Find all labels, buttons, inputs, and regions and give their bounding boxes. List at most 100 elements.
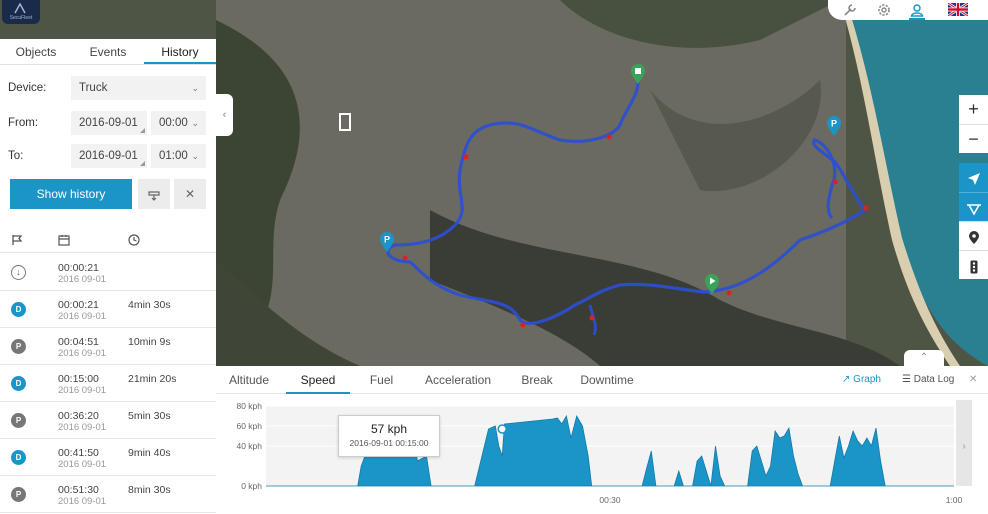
tab-speed[interactable]: Speed bbox=[286, 366, 350, 394]
close-icon: ✕ bbox=[969, 374, 978, 385]
device-select[interactable]: Truck ⌄ bbox=[71, 76, 206, 100]
row-time: 00:36:20 bbox=[58, 410, 99, 422]
history-list-header bbox=[0, 229, 216, 253]
zoom-in-button[interactable]: + bbox=[959, 95, 988, 124]
chevron-down-icon: ⌄ bbox=[191, 118, 199, 128]
device-row: Device: Truck ⌄ bbox=[0, 76, 216, 102]
history-row[interactable]: P 00:36:20 2016 09-01 5min 30s bbox=[0, 402, 216, 439]
row-time: 00:04:51 bbox=[58, 336, 99, 348]
history-row[interactable]: D 00:15:00 2016 09-01 21min 20s bbox=[0, 365, 216, 402]
data-log-label: Data Log bbox=[913, 374, 955, 385]
line-chart-icon: ↗ bbox=[842, 374, 851, 385]
to-label: To: bbox=[8, 150, 24, 162]
y-tick-label: 60 kph bbox=[236, 421, 262, 431]
row-duration: 10min 9s bbox=[128, 336, 171, 348]
parking-marker-icon[interactable]: P bbox=[379, 231, 395, 253]
logo-text: SecuFleet bbox=[9, 15, 33, 21]
logo-mark-icon bbox=[14, 3, 26, 14]
flag-icon bbox=[11, 234, 23, 249]
vehicle-marker[interactable] bbox=[339, 113, 351, 131]
graph-view-button[interactable]: ↗ Graph bbox=[842, 374, 881, 385]
collapse-graph-button[interactable]: ⌃ bbox=[904, 350, 944, 366]
to-time-value: 01:00 bbox=[159, 150, 188, 162]
list-icon: ☰ bbox=[902, 374, 911, 385]
parking-marker-icon[interactable]: P bbox=[826, 115, 842, 137]
chart-scroll-handle bbox=[956, 400, 972, 486]
to-time-select[interactable]: 01:00 ⌄ bbox=[151, 144, 206, 168]
from-time-value: 00:00 bbox=[159, 117, 188, 129]
tab-objects[interactable]: Objects bbox=[15, 45, 57, 59]
from-label: From: bbox=[8, 117, 39, 129]
from-time-select[interactable]: 00:00 ⌄ bbox=[151, 111, 206, 135]
row-duration: 5min 30s bbox=[128, 410, 171, 422]
chevron-left-icon: ‹ bbox=[222, 109, 227, 121]
download-icon bbox=[148, 191, 160, 201]
satellite-map[interactable]: P P bbox=[0, 0, 988, 366]
history-row[interactable]: D 00:41:50 2016 09-01 9min 40s bbox=[0, 439, 216, 476]
tab-events[interactable]: Events bbox=[89, 45, 127, 59]
tab-altitude[interactable]: Altitude bbox=[228, 373, 270, 387]
driving-badge: D bbox=[11, 376, 26, 391]
history-row[interactable]: ↓ 00:00:21 2016 09-01 bbox=[0, 254, 216, 291]
tab-downtime[interactable]: Downtime bbox=[580, 373, 634, 387]
show-markers-button[interactable] bbox=[959, 221, 988, 250]
map-pin-icon bbox=[968, 230, 979, 244]
show-history-button[interactable]: Show history bbox=[10, 179, 132, 209]
uk-flag-icon[interactable] bbox=[948, 3, 968, 16]
device-label: Device: bbox=[8, 82, 47, 94]
wrench-icon[interactable] bbox=[842, 2, 858, 18]
parking-badge: P bbox=[11, 413, 26, 428]
row-time: 00:00:21 bbox=[58, 262, 99, 274]
resize-corner-icon bbox=[140, 161, 145, 166]
graph-tabs: Altitude Speed Fuel Acceleration Break D… bbox=[216, 366, 988, 394]
close-graph-button[interactable]: ✕ bbox=[969, 374, 977, 385]
tab-break[interactable]: Break bbox=[521, 373, 553, 387]
graph-label: Graph bbox=[853, 374, 881, 385]
history-row[interactable]: P 00:51:30 2016 09-01 8min 30s bbox=[0, 476, 216, 513]
tooltip-value: 57 kph bbox=[370, 422, 408, 436]
clock-icon bbox=[128, 234, 140, 249]
top-bar: SecuFleet bbox=[0, 0, 988, 24]
user-icon[interactable] bbox=[909, 2, 925, 20]
top-right-toolbar bbox=[828, 0, 988, 20]
y-tick-label: 0 kph bbox=[241, 481, 262, 491]
resize-corner-icon bbox=[140, 128, 145, 133]
to-date-input[interactable]: 2016-09-01 bbox=[71, 144, 147, 168]
chevron-down-icon: ⌄ bbox=[191, 83, 199, 93]
chart-tooltip: 57 kph 2016-09-01 00:15:00 bbox=[338, 415, 440, 457]
from-date-input[interactable]: 2016-09-01 bbox=[71, 111, 147, 135]
data-log-button[interactable]: ☰ Data Log bbox=[902, 374, 954, 385]
gear-icon[interactable] bbox=[876, 2, 892, 18]
tab-history[interactable]: History bbox=[144, 39, 216, 64]
history-row[interactable]: D 00:00:21 2016 09-01 4min 30s bbox=[0, 291, 216, 328]
clear-button[interactable]: ✕ bbox=[174, 179, 206, 209]
svg-text:P: P bbox=[831, 119, 837, 129]
from-row: From: 2016-09-01 00:00 ⌄ bbox=[0, 111, 216, 137]
calendar-icon bbox=[58, 234, 70, 249]
app-logo[interactable]: SecuFleet bbox=[2, 0, 40, 24]
driving-badge: D bbox=[11, 302, 26, 317]
history-panel: Objects Events History Device: Truck ⌄ F… bbox=[0, 39, 216, 514]
row-date: 2016 09-01 bbox=[58, 274, 107, 285]
end-marker-icon[interactable] bbox=[630, 63, 646, 85]
to-row: To: 2016-09-01 01:00 ⌄ bbox=[0, 144, 216, 170]
tab-acceleration[interactable]: Acceleration bbox=[424, 373, 492, 387]
zoom-out-button[interactable]: − bbox=[959, 124, 988, 153]
y-tick-label: 80 kph bbox=[236, 401, 262, 411]
export-button[interactable] bbox=[138, 179, 170, 209]
from-date-value: 2016-09-01 bbox=[79, 117, 138, 129]
device-value: Truck bbox=[79, 82, 108, 94]
sidebar-tabs: Objects Events History bbox=[0, 39, 216, 65]
row-date: 2016 09-01 bbox=[58, 348, 107, 359]
row-date: 2016 09-01 bbox=[58, 496, 107, 507]
row-date: 2016 09-01 bbox=[58, 459, 107, 470]
start-marker-icon[interactable] bbox=[704, 273, 720, 295]
tab-fuel[interactable]: Fuel bbox=[369, 373, 394, 387]
follow-vehicle-button[interactable] bbox=[959, 163, 988, 192]
history-row[interactable]: P 00:04:51 2016 09-01 10min 9s bbox=[0, 328, 216, 365]
speed-chart[interactable]: 80 kph 60 kph 40 kph 0 kph 00:30 1:00 › bbox=[216, 400, 988, 512]
show-route-button[interactable] bbox=[959, 192, 988, 221]
show-traffic-button[interactable] bbox=[959, 250, 988, 279]
collapse-panel-button[interactable]: ‹ bbox=[216, 94, 233, 136]
chevron-down-icon: ⌄ bbox=[191, 151, 199, 161]
